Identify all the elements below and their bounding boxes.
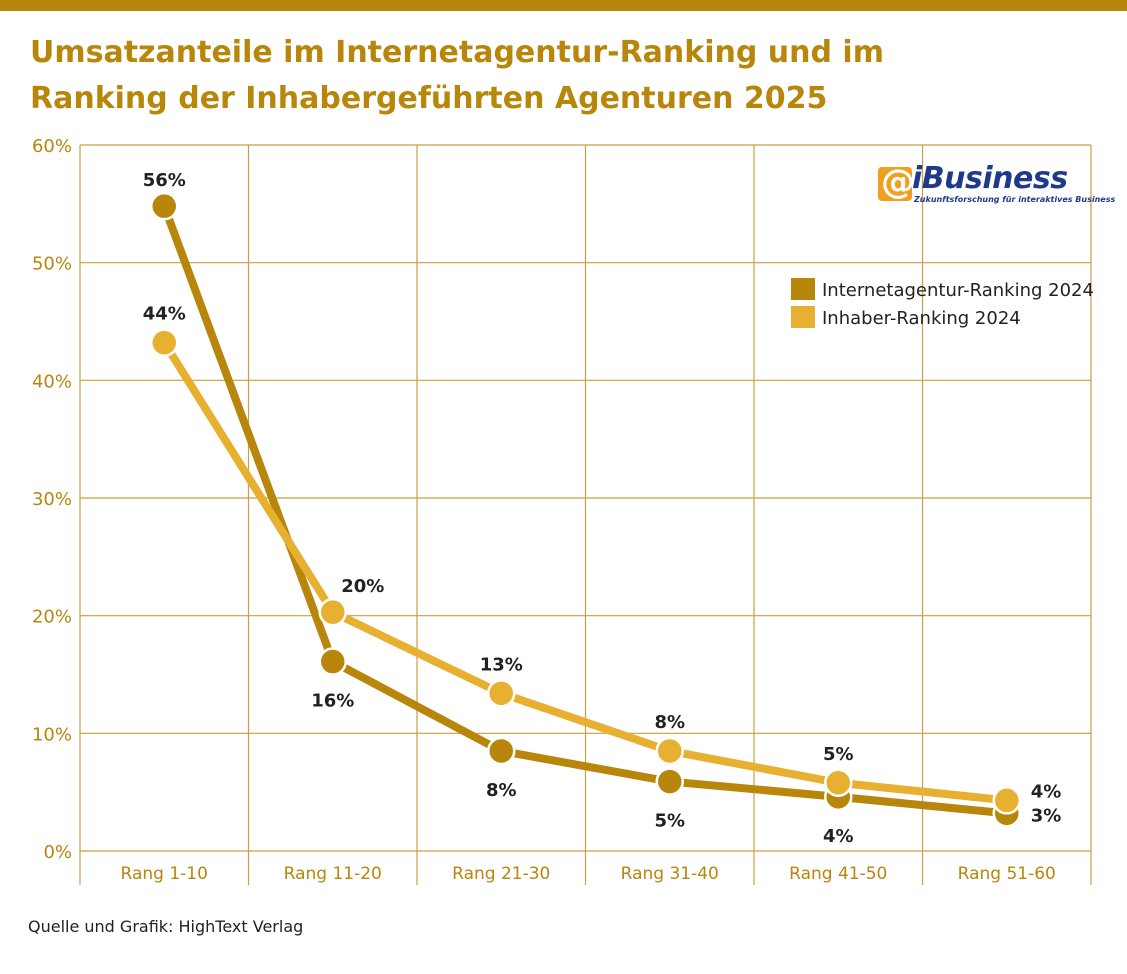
data-point-series-2 [655,736,684,766]
legend-swatch-1 [791,278,815,300]
data-label-series-2: 44% [143,304,186,325]
data-point-series-1 [150,191,179,221]
legend-label-2: Inhaber-Ranking 2024 [822,308,1021,329]
y-tick-label: 0% [43,842,72,863]
y-tick-label: 20% [32,607,72,628]
logo-at-sign: @ [881,162,915,202]
series-line-2 [160,338,1011,805]
x-tick-label: Rang 41-50 [789,864,887,884]
x-tick-label: Rang 51-60 [958,864,1056,884]
source-footer: Quelle und Grafik: HighText Verlag [28,917,304,936]
y-tick-label: 30% [32,489,72,510]
data-label-series-2: 13% [480,654,523,675]
y-tick-label: 50% [32,254,72,275]
data-label-series-1: 56% [143,170,186,191]
legend-label-1: Internetagentur-Ranking 2024 [822,280,1094,301]
x-tick-label: Rang 1-10 [121,864,208,884]
logo-badge-icon [878,167,912,201]
data-point-series-2 [824,768,853,798]
data-point-series-1 [318,647,347,676]
x-tick-label: Rang 31-40 [621,864,719,884]
data-point-series-2 [318,597,347,627]
data-label-series-1: 4% [823,826,854,847]
chart-title-line-2: Ranking der Inhabergeführten Agenturen 2… [30,81,828,116]
data-label-series-1: 5% [654,811,685,832]
chart-title-line-1: Umsatzanteile im Internetagentur-Ranking… [30,35,884,70]
data-point-series-1 [487,736,516,766]
data-label-series-1: 3% [1031,805,1062,826]
x-tick-label: Rang 21-30 [452,864,550,884]
chart-title: Umsatzanteile im Internetagentur-Ranking… [30,30,1110,122]
legend-swatch-2 [791,306,815,328]
data-point-series-2 [992,786,1021,815]
y-tick-label: 40% [32,371,72,392]
data-label-series-1: 8% [486,780,517,801]
x-tick-label: Rang 11-20 [284,864,382,884]
logo-wordmark: iBusiness [912,161,1068,196]
series-line-1 [160,202,1011,818]
data-point-series-2 [150,328,179,357]
data-label-series-2: 4% [1031,781,1062,802]
logo-tagline: Zukunftsforschung für interaktives Busin… [914,195,1116,204]
data-point-series-1 [655,767,684,796]
data-label-series-1: 16% [311,691,354,712]
y-tick-label: 60% [32,136,72,157]
data-point-series-2 [487,679,516,708]
data-label-series-2: 20% [341,576,384,597]
ibusiness-logo: @ iBusiness Zukunftsforschung für intera… [878,161,1115,207]
data-label-series-2: 5% [823,744,854,765]
y-tick-label: 10% [32,724,72,745]
data-label-series-2: 8% [654,712,685,733]
top-accent-bar [0,0,1127,11]
